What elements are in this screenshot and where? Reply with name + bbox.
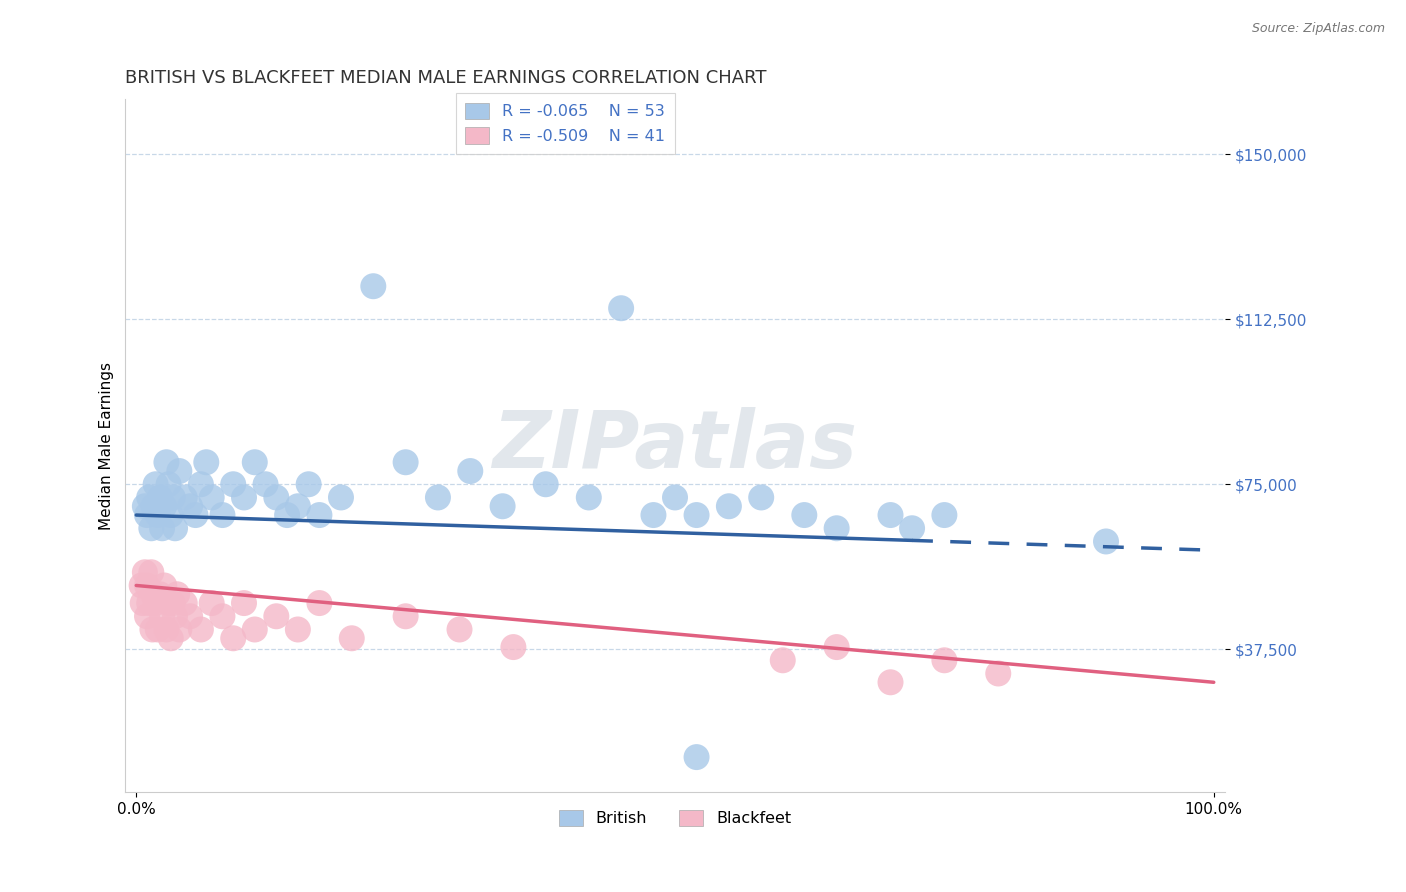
Point <box>717 500 740 514</box>
Point <box>141 566 163 580</box>
Point <box>169 623 191 637</box>
Point <box>879 508 901 522</box>
Point <box>749 491 772 505</box>
Point <box>201 491 224 505</box>
Point <box>394 609 416 624</box>
Point <box>254 477 277 491</box>
Point <box>363 279 385 293</box>
Point <box>987 666 1010 681</box>
Point <box>276 508 298 522</box>
Point <box>132 596 155 610</box>
Point <box>179 500 201 514</box>
Point <box>173 596 195 610</box>
Point <box>155 623 177 637</box>
Point <box>266 609 288 624</box>
Point <box>153 500 176 514</box>
Point <box>825 521 848 535</box>
Point <box>534 477 557 491</box>
Point <box>266 491 288 505</box>
Point <box>146 623 169 637</box>
Point <box>141 623 163 637</box>
Point <box>150 609 173 624</box>
Point <box>298 477 321 491</box>
Point <box>145 596 167 610</box>
Text: BRITISH VS BLACKFEET MEDIAN MALE EARNINGS CORRELATION CHART: BRITISH VS BLACKFEET MEDIAN MALE EARNING… <box>125 69 766 87</box>
Point <box>308 596 330 610</box>
Text: ZIPatlas: ZIPatlas <box>492 407 858 484</box>
Point <box>162 596 184 610</box>
Point <box>136 578 159 592</box>
Point <box>578 491 600 505</box>
Point <box>685 508 707 522</box>
Point <box>772 653 794 667</box>
Point <box>1095 534 1118 549</box>
Point <box>142 500 165 514</box>
Point <box>243 623 266 637</box>
Point <box>643 508 665 522</box>
Point <box>934 508 956 522</box>
Point <box>149 491 172 505</box>
Point <box>610 301 633 316</box>
Point <box>190 477 212 491</box>
Point <box>201 596 224 610</box>
Point <box>149 587 172 601</box>
Point <box>287 500 309 514</box>
Point <box>825 640 848 654</box>
Point <box>169 464 191 478</box>
Point <box>142 587 165 601</box>
Point <box>150 521 173 535</box>
Point <box>155 455 177 469</box>
Point <box>136 508 159 522</box>
Point <box>163 521 186 535</box>
Point <box>287 623 309 637</box>
Point <box>138 491 160 505</box>
Point <box>195 455 218 469</box>
Y-axis label: Median Male Earnings: Median Male Earnings <box>100 362 114 530</box>
Point <box>145 477 167 491</box>
Point <box>243 455 266 469</box>
Point <box>458 464 481 478</box>
Point <box>491 500 513 514</box>
Point <box>330 491 353 505</box>
Point <box>211 609 233 624</box>
Point <box>136 609 159 624</box>
Legend: British, Blackfeet: British, Blackfeet <box>553 804 797 833</box>
Point <box>138 596 160 610</box>
Point <box>159 508 181 522</box>
Point <box>173 491 195 505</box>
Point <box>141 521 163 535</box>
Point <box>901 521 924 535</box>
Point <box>222 477 245 491</box>
Point <box>157 477 180 491</box>
Text: Source: ZipAtlas.com: Source: ZipAtlas.com <box>1251 22 1385 36</box>
Point <box>153 578 176 592</box>
Point <box>211 508 233 522</box>
Point <box>163 609 186 624</box>
Point <box>157 596 180 610</box>
Point <box>394 455 416 469</box>
Point <box>502 640 524 654</box>
Point <box>131 578 153 592</box>
Point <box>426 491 449 505</box>
Point <box>233 596 256 610</box>
Point <box>184 508 207 522</box>
Point <box>340 632 363 646</box>
Point <box>308 508 330 522</box>
Point <box>179 609 201 624</box>
Point <box>449 623 471 637</box>
Point <box>664 491 686 505</box>
Point <box>166 587 188 601</box>
Point <box>146 508 169 522</box>
Point <box>879 675 901 690</box>
Point <box>793 508 815 522</box>
Point <box>162 491 184 505</box>
Point <box>159 632 181 646</box>
Point <box>134 500 156 514</box>
Point <box>934 653 956 667</box>
Point <box>134 566 156 580</box>
Point <box>222 632 245 646</box>
Point <box>190 623 212 637</box>
Point <box>685 750 707 764</box>
Point <box>233 491 256 505</box>
